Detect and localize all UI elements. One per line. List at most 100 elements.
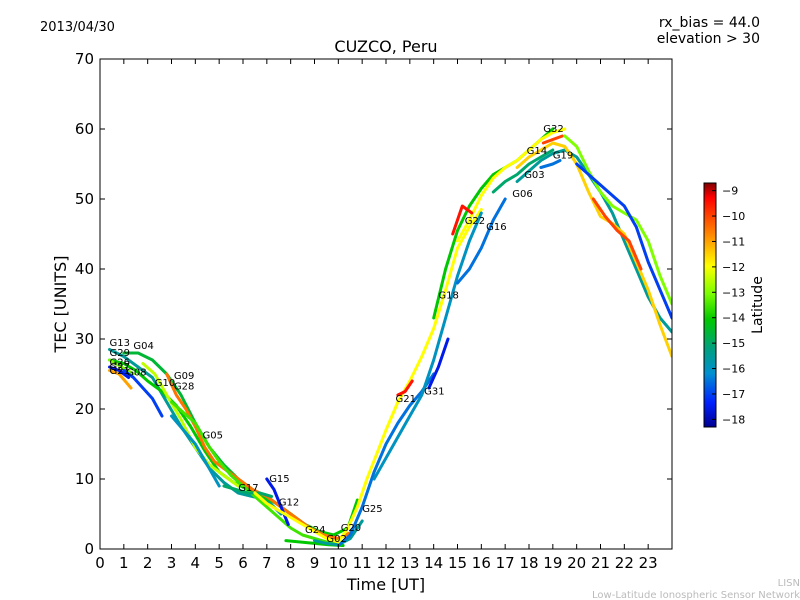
x-tick-label: 0 [95,554,105,572]
series-label-g18: G18 [438,290,458,301]
series-label-g02: G02 [326,534,346,545]
colorbar-label: Latitude [750,276,766,334]
series-line-g32 [541,134,564,145]
series-label-g32: G32 [543,124,563,135]
x-tick-label: 8 [286,554,296,572]
x-tick-label: 9 [310,554,320,572]
x-tick-label: 16 [472,554,491,572]
watermark-lisn: LISN [778,578,800,589]
series-line-g09 [165,372,355,540]
series-label-g06: G06 [512,189,532,200]
series-line-g29 [108,358,359,537]
colorbar-tick-label: −12 [722,261,745,274]
series-label-g10: G10 [155,378,175,389]
x-tick-label: 17 [496,554,515,572]
series-line-g12 [253,491,340,544]
series-label-g16: G16 [486,222,506,233]
y-tick-label: 0 [84,540,94,558]
series-line-g26 [108,358,135,376]
x-tick-label: 18 [519,554,538,572]
series-label-g17: G17 [238,483,258,494]
series-layer [108,127,672,547]
series-label-g08: G08 [126,367,146,378]
colorbar [703,182,717,428]
x-tick-label: 20 [567,554,586,572]
series-line-g19 [539,159,562,169]
y-axis-label: TEC [UNITS] [51,256,70,354]
colorbar-ticks: −9 −10 −11 −12 −13 −14 −15 −16 −17 −18 [712,185,745,426]
series-line-g20 [336,208,483,544]
colorbar-tick-label: −16 [722,363,745,376]
series-line-g21 [396,379,414,397]
series-label-g26: G26 [110,358,130,369]
series-label-g04: G04 [133,341,153,352]
series-line-g28 [170,400,340,545]
series-line-track-30 [591,197,643,271]
series-line-g31 [372,211,483,481]
series-line-g05 [170,414,221,488]
y-tick-label: 70 [75,50,94,68]
series-label-g09: G09 [174,371,194,382]
x-tick-label: 15 [448,554,467,572]
series-line-g14 [515,141,672,358]
series-line-g21 [108,365,131,379]
colorbar-tick-label: −10 [722,210,745,223]
series-line-g16 [456,197,507,285]
x-tick-label: 23 [639,554,658,572]
series-line-track-28 [563,134,672,306]
series-label-g03: G03 [524,170,544,181]
series-label-g13: G13 [110,338,130,349]
colorbar-tick-label: −15 [722,337,745,350]
plot-frame [99,58,673,550]
series-label-g14: G14 [527,146,547,157]
elevation-label: elevation > 30 [657,31,760,47]
axis-ticks: 0 1 2 3 4 5 6 7 8 9 10 11 12 13 14 15 16 17 18 19 20 21 22 2301… [75,50,672,572]
series-label-g28: G28 [174,381,194,392]
series-label-g29: G29 [110,348,130,359]
x-tick-label: 2 [143,554,153,572]
series-line-g27 [108,369,133,390]
series-label-g21: G21 [396,394,416,405]
series-label-g25: G25 [362,504,382,515]
series-line-g22 [456,127,567,243]
series-label-g20: G20 [341,523,361,534]
y-tick-label: 30 [75,330,94,348]
colorbar-tick-label: −18 [722,413,745,426]
series-line-track-29 [575,162,672,320]
y-tick-label: 40 [75,260,94,278]
x-tick-label: 7 [262,554,272,572]
series-line-track-31 [427,337,450,390]
colorbar-tick-label: −14 [722,312,745,325]
series-line-g17 [222,484,274,498]
series-label-g05: G05 [203,430,223,441]
x-axis-label: Time [UT] [346,575,425,594]
x-tick-label: 6 [238,554,248,572]
x-tick-label: 5 [214,554,224,572]
x-tick-label: 21 [591,554,610,572]
y-tick-label: 60 [75,120,94,138]
x-tick-label: 4 [191,554,201,572]
x-tick-label: 14 [424,554,443,572]
series-line-track-32 [451,204,474,236]
x-tick-label: 11 [353,554,372,572]
series-label-g15: G15 [269,474,289,485]
rx-bias-label: rx_bias = 44.0 [659,15,760,31]
series-line-g08 [122,369,164,418]
chart-title: CUZCO, Peru [334,37,437,56]
colorbar-tick-label: −13 [722,286,745,299]
x-tick-label: 1 [119,554,129,572]
series-label-g22: G22 [465,216,485,227]
series-label-g27: G27 [110,362,130,373]
series-label-g31: G31 [424,386,444,397]
watermark-network: Low-Latitude Ionospheric Sensor Network [592,590,800,600]
series-label-g19: G19 [553,150,573,161]
colorbar-tick-label: −17 [722,388,745,401]
x-tick-label: 3 [167,554,177,572]
y-tick-label: 50 [75,190,94,208]
x-tick-label: 19 [543,554,562,572]
colorbar-tick-label: −9 [722,185,738,198]
colorbar-tick-label: −11 [722,235,745,248]
series-line-g15 [265,477,290,526]
date-label: 2013/04/30 [40,20,115,35]
